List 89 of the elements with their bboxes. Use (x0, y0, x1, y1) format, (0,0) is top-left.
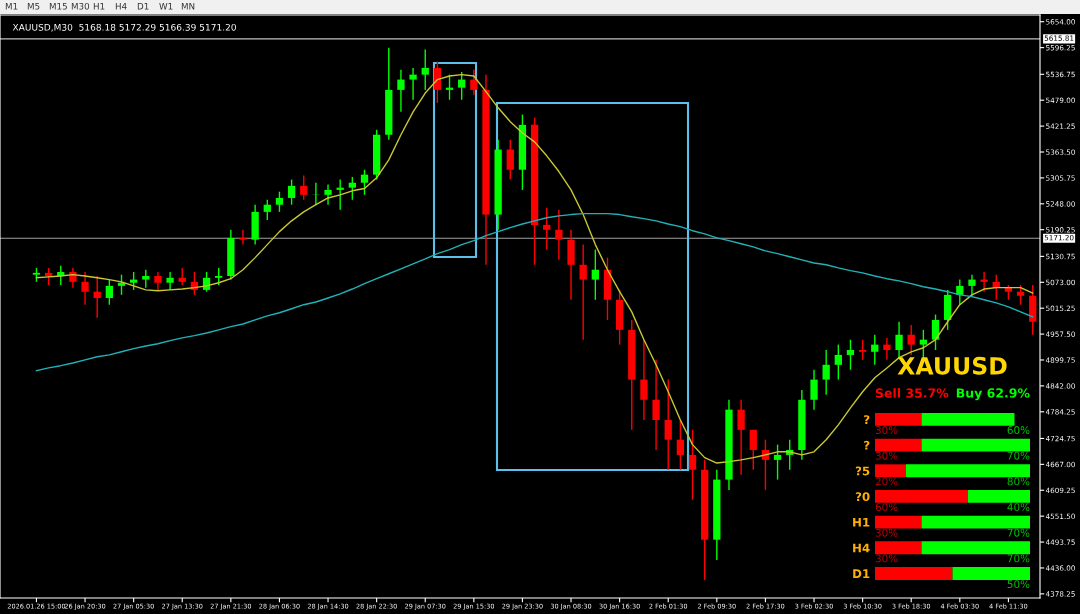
text: H4 (115, 3, 127, 10)
data-label: 30% (875, 554, 898, 563)
candlestick (846, 338, 855, 371)
bar (875, 438, 922, 452)
candlestick (239, 229, 247, 246)
bar (968, 490, 1030, 503)
y-tick-label: D1 (853, 569, 870, 578)
candlestick (324, 183, 332, 206)
bar (875, 490, 968, 503)
bar (921, 438, 1030, 452)
bar (875, 412, 922, 426)
y-tick-label: ? (864, 415, 870, 424)
candlestick (810, 369, 818, 411)
candlestick (858, 338, 867, 361)
bar (875, 541, 922, 555)
candlestick (360, 169, 369, 196)
bar (875, 567, 953, 580)
bar (952, 567, 1030, 580)
text: M5 (27, 3, 40, 10)
candlestick (409, 67, 417, 101)
candlestick (555, 208, 563, 261)
text: H1 (93, 3, 105, 10)
y-tick-label: H4 (853, 543, 870, 553)
candlestick (749, 429, 757, 471)
series-label: Sell 35.7% (875, 388, 949, 398)
candlestick (931, 313, 940, 351)
data-label: 60% (1007, 426, 1030, 434)
text: M15 (49, 3, 67, 10)
candlestick (688, 429, 697, 501)
bar (921, 515, 1030, 529)
candlestick (81, 271, 89, 306)
y-tick-label: ? (864, 440, 870, 450)
candlestick (1016, 284, 1025, 306)
candlestick (543, 207, 551, 251)
text: M1 (5, 3, 18, 10)
candlestick (93, 275, 101, 319)
candlestick (980, 271, 988, 293)
data-label: 70% (1007, 528, 1030, 537)
data-label: 60% (875, 503, 898, 512)
candlestick (105, 278, 113, 306)
bar (906, 464, 1030, 478)
data-label: 80% (1007, 477, 1030, 486)
candlestick (640, 338, 648, 421)
text: MN (181, 3, 195, 10)
candlestick (506, 138, 514, 181)
bar (875, 464, 906, 478)
text: XAUUSD,M30 5168.18 5172.29 5166.39 5171.20 (12, 23, 236, 32)
bar (921, 541, 1030, 555)
bar (875, 515, 922, 529)
candlestick (676, 419, 685, 471)
candlestick (275, 190, 284, 213)
data-label: 30% (875, 451, 898, 460)
candlestick (166, 271, 174, 291)
candlestick (883, 337, 891, 361)
candlestick (871, 334, 879, 366)
series-label: Buy 62.9% (956, 388, 1030, 401)
text: M30 (71, 2, 90, 10)
candlestick (822, 349, 830, 396)
candlestick (287, 178, 296, 206)
candlestick (968, 273, 976, 297)
candlestick (664, 378, 672, 471)
y-tick-label: ?5 (855, 466, 870, 476)
chart-title: XAUUSD (897, 356, 1007, 375)
y-tick-label: H1 (853, 517, 870, 527)
candlestick (834, 343, 842, 381)
candlestick (458, 71, 466, 101)
candlestick (737, 399, 745, 476)
y-tick-label: ?0 (855, 492, 870, 502)
candlestick (300, 174, 308, 201)
data-label: 70% (1007, 451, 1030, 460)
text: W1 (159, 3, 173, 10)
candlestick (470, 69, 478, 96)
data-label: 50% (1007, 580, 1030, 589)
bar (921, 412, 1015, 426)
data-label: 30% (875, 426, 898, 434)
candlestick (907, 324, 915, 356)
candlestick (421, 48, 429, 91)
data-label: 40% (1007, 503, 1030, 512)
candlestick (591, 248, 599, 301)
data-label: 20% (875, 477, 898, 486)
text: D1 (137, 3, 149, 10)
candlestick (579, 243, 587, 341)
candlestick (397, 69, 405, 113)
data-label: 30% (875, 528, 898, 537)
candlestick (652, 359, 660, 451)
candlestick (263, 199, 271, 221)
data-label: 70% (1007, 554, 1030, 563)
candlestick (773, 443, 782, 481)
candlestick (348, 176, 356, 201)
